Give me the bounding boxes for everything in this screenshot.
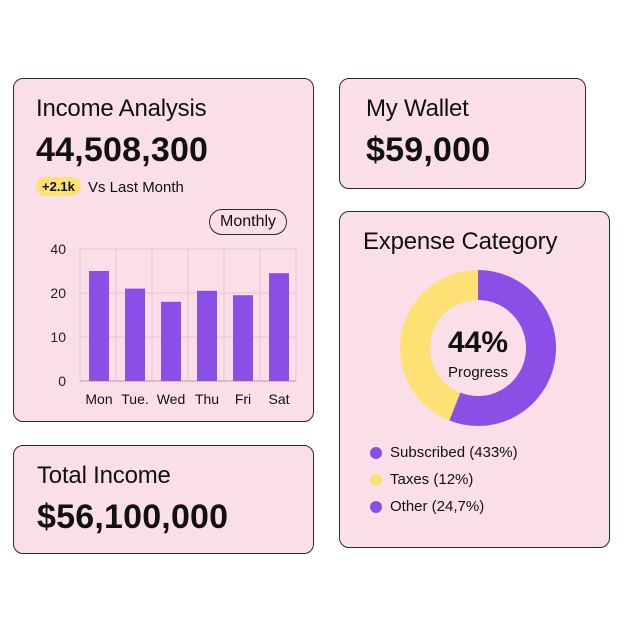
legend-item-other: Other (24,7%) bbox=[370, 498, 484, 515]
expense-category-card: Expense Category 44% Progress Subscribed… bbox=[339, 211, 610, 548]
x-tick-label: Fri bbox=[235, 391, 251, 407]
income-analysis-card: Income Analysis 44,508,300 +2.1k Vs Last… bbox=[13, 78, 314, 422]
total-income-value: $56,100,000 bbox=[37, 498, 229, 536]
legend-label: Other (24,7%) bbox=[390, 498, 485, 515]
period-dropdown-button[interactable]: Monthly bbox=[209, 209, 288, 235]
legend-item-taxes: Taxes (12%) bbox=[370, 471, 473, 488]
x-tick-label: Sat bbox=[268, 391, 289, 407]
expense-category-title: Expense Category bbox=[363, 228, 558, 255]
income-analysis-value: 44,508,300 bbox=[36, 131, 209, 169]
y-tick-label: 20 bbox=[50, 285, 66, 301]
x-tick-label: Tue. bbox=[121, 391, 149, 407]
donut-segment-purple bbox=[449, 270, 556, 426]
x-tick-label: Thu bbox=[195, 391, 219, 407]
expense-donut-chart bbox=[400, 270, 556, 426]
legend-dot-icon bbox=[370, 446, 382, 459]
change-label: Vs Last Month bbox=[88, 179, 184, 196]
bar-mon bbox=[89, 271, 109, 381]
x-tick-label: Wed bbox=[157, 391, 186, 407]
donut-segment-yellow bbox=[400, 270, 479, 421]
bar-fri bbox=[233, 295, 253, 381]
change-badge: +2.1k bbox=[36, 177, 81, 196]
donut-caption: Progress bbox=[447, 364, 509, 381]
legend-label: Taxes (12%) bbox=[390, 471, 474, 488]
wallet-value: $59,000 bbox=[366, 131, 491, 169]
bar-sat bbox=[269, 273, 289, 381]
income-analysis-title: Income Analysis bbox=[36, 95, 207, 122]
y-tick-label: 40 bbox=[50, 241, 66, 257]
wallet-title: My Wallet bbox=[366, 95, 469, 122]
y-tick-label: 10 bbox=[50, 329, 66, 345]
legend-label: Subscribed (433%) bbox=[390, 444, 518, 461]
income-bar-chart: 0 10 20 40 Mon Tue. Wed Thu Fri Sat bbox=[50, 241, 297, 407]
donut-percent: 44% bbox=[447, 326, 509, 359]
bar-thu bbox=[197, 290, 217, 381]
y-tick-label: 0 bbox=[58, 373, 66, 389]
wallet-card: My Wallet $59,000 bbox=[339, 78, 586, 189]
x-tick-label: Mon bbox=[85, 391, 112, 407]
bar-wed bbox=[161, 301, 181, 381]
total-income-title: Total Income bbox=[37, 462, 171, 489]
legend-dot-icon bbox=[370, 473, 382, 486]
bar-tue bbox=[125, 288, 145, 381]
legend-dot-icon bbox=[370, 500, 382, 513]
legend-item-subscribed: Subscribed (433%) bbox=[370, 444, 518, 461]
total-income-card: Total Income $56,100,000 bbox=[13, 445, 314, 554]
